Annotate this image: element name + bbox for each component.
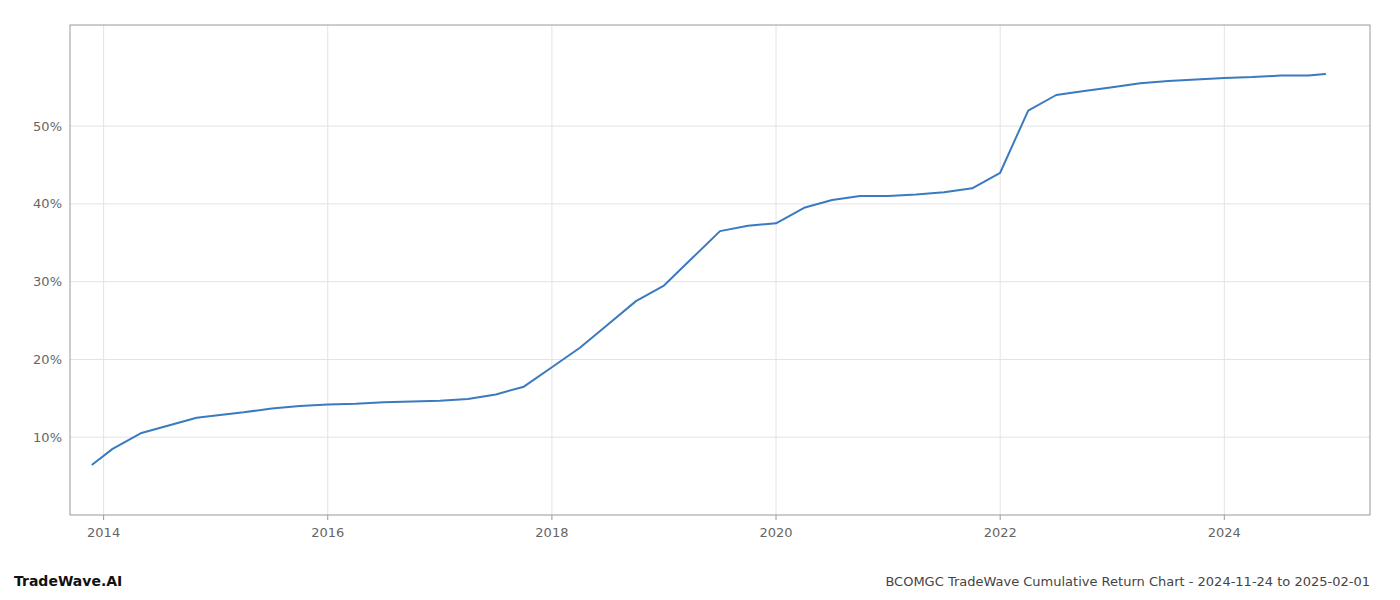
x-tick-label: 2022 [984,525,1017,540]
x-tick-label: 2024 [1208,525,1241,540]
x-tick-label: 2018 [535,525,568,540]
x-tick [1224,515,1225,520]
grid-line-y [70,281,1370,282]
grid-line-x [776,25,777,515]
grid-line-y [70,203,1370,204]
plot-frame [70,25,1370,515]
plot-area [92,74,1325,464]
chart: 2014 2016 2018 2020 2022 2024 10% 20% 30% 40% 50% T… [0,0,1400,600]
grid-line-x [1224,25,1225,515]
x-tick [1000,515,1001,520]
line [92,74,1325,464]
y-tick-label: 20% [33,352,62,367]
grid-line-y [70,126,1370,127]
x-tick [103,515,104,520]
grid-line-x [1000,25,1001,515]
y-tick-label: 50% [33,119,62,134]
grid-line-y [70,359,1370,360]
x-tick [327,515,328,520]
y-tick-label: 40% [33,196,62,211]
y-tick-label: 10% [33,430,62,445]
x-tick-label: 2016 [311,525,344,540]
x-tick-label: 2014 [87,525,120,540]
title: BCOMGC TradeWave Cumulative Return Chart… [885,574,1370,589]
x-tick [551,515,552,520]
grid-line-x [327,25,328,515]
background [0,0,1400,600]
x-tick [776,515,777,520]
grid-line-x [551,25,552,515]
grid [70,25,1370,515]
x-axis: 2014 2016 2018 2020 2022 2024 [87,515,1241,540]
y-tick-label: 30% [33,274,62,289]
grid-line-x [103,25,104,515]
grid-line-y [70,437,1370,438]
watermark: TradeWave.AI [14,573,122,589]
y-axis: 10% 20% 30% 40% 50% [33,119,62,445]
x-tick-label: 2020 [759,525,792,540]
